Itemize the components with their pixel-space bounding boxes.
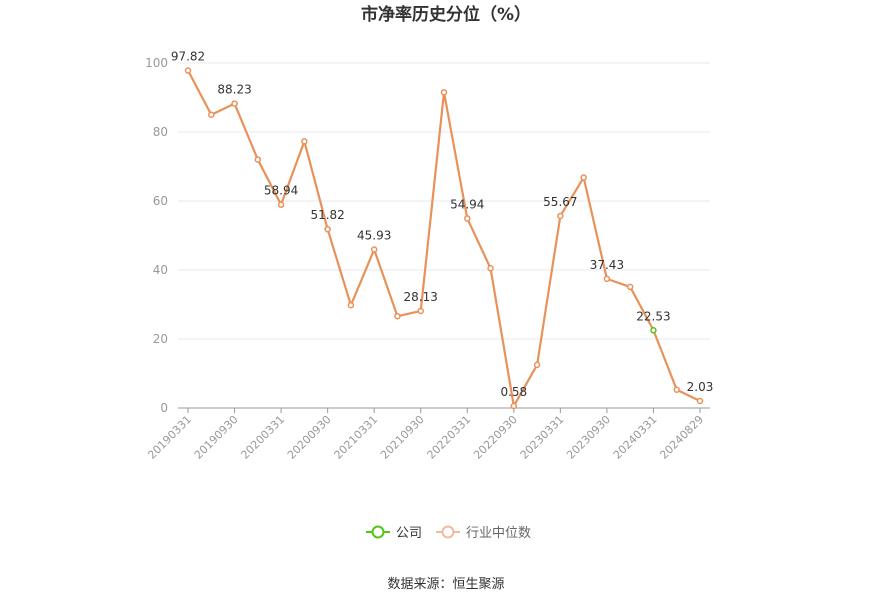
x-tick-label: 20210331	[332, 413, 381, 462]
data-point	[673, 386, 680, 393]
data-point	[347, 301, 355, 309]
data-point	[370, 246, 378, 253]
data-point	[464, 215, 471, 222]
data-point	[580, 174, 587, 181]
x-tick-label: 20200331	[238, 413, 287, 462]
data-point	[557, 212, 564, 220]
data-point	[510, 402, 518, 410]
data-point	[626, 283, 634, 291]
data-point	[417, 307, 424, 315]
data-label: 45.93	[357, 229, 391, 243]
data-label: 58.94	[264, 184, 298, 198]
data-point	[324, 225, 331, 233]
legend-marker	[441, 525, 455, 539]
y-tick-label: 60	[153, 194, 168, 208]
data-point	[254, 156, 262, 163]
data-point	[184, 67, 192, 74]
data-point	[231, 100, 238, 107]
legend-item[interactable]: 行业中位数	[436, 525, 531, 541]
y-tick-label: 0	[160, 401, 168, 415]
legend-marker	[371, 525, 385, 539]
grid-lines	[178, 62, 710, 340]
x-axis: 2019033120190930202003312020093020210331…	[145, 407, 710, 462]
x-tick-label: 20230331	[518, 413, 567, 462]
data-point	[533, 361, 541, 369]
data-label: 28.13	[404, 290, 438, 304]
x-tick-label: 20220331	[425, 413, 474, 462]
data-point	[394, 312, 401, 320]
data-point	[440, 89, 448, 96]
series-line-industry-median	[187, 70, 701, 408]
data-label: 54.94	[450, 197, 484, 211]
data-label: 88.23	[217, 83, 251, 97]
data-label: 51.82	[310, 208, 344, 222]
series-layer	[184, 67, 704, 410]
y-tick-label: 80	[153, 125, 168, 139]
data-label: 37.43	[590, 258, 624, 272]
data-label: 97.82	[171, 50, 205, 64]
data-labels: 97.82 88.23 58.94 51.82 45.93 28.13 54.94 0.58 5…	[171, 50, 714, 399]
x-tick-label: 20210930	[378, 413, 427, 462]
data-point	[487, 265, 494, 272]
y-tick-label: 40	[153, 263, 168, 277]
legend-label: 公司	[396, 526, 422, 541]
legend[interactable]: 公司 行业中位数	[366, 525, 531, 541]
data-label: 2.03	[687, 380, 714, 394]
data-point	[696, 397, 704, 405]
data-point	[603, 275, 611, 283]
data-point	[208, 111, 215, 118]
data-label: 0.58	[500, 385, 527, 399]
data-point	[650, 327, 657, 334]
legend-item[interactable]: 公司	[366, 525, 422, 541]
y-tick-label: 100	[145, 56, 168, 70]
x-tick-label: 20240331	[611, 413, 660, 462]
data-label: 22.53	[636, 309, 670, 323]
data-source: 数据来源：恒生聚源	[387, 577, 504, 592]
y-axis: 0 20 40 60 80 100	[145, 56, 168, 415]
x-tick-label: 20190331	[145, 413, 194, 462]
data-point	[277, 201, 285, 208]
x-tick-label: 20200930	[285, 413, 334, 462]
x-tick-label: 20190930	[192, 413, 241, 462]
x-tick-label: 20220930	[471, 413, 520, 462]
y-tick-label: 20	[153, 332, 168, 346]
data-point	[301, 138, 308, 145]
chart-title: 市净率历史分位（%）	[361, 4, 531, 25]
x-tick-label: 20230930	[564, 413, 613, 462]
x-tick-label: 20240829	[657, 413, 706, 462]
data-label: 55.67	[543, 195, 577, 209]
legend-label: 行业中位数	[466, 526, 531, 541]
